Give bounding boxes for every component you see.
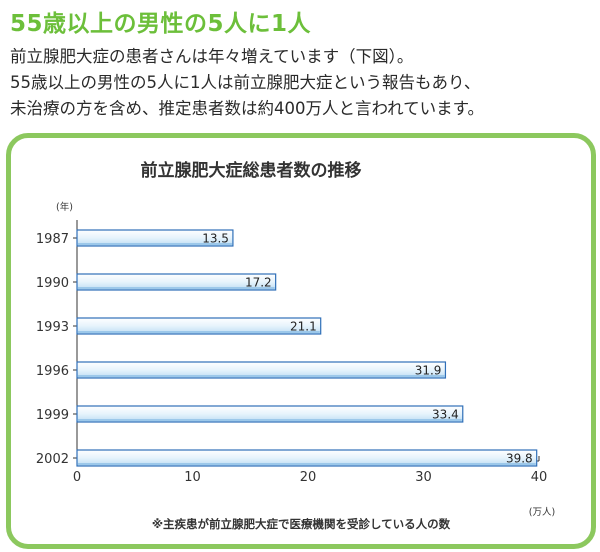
x-tick-label: 30 (415, 470, 432, 485)
bar-chart: 前立腺肥大症総患者数の推移 (年) (万人) ※主疾患が前立腺肥大症で医療機関を… (36, 160, 555, 531)
y-axis-unit-label: (年) (56, 201, 73, 213)
x-axis-unit-label: (万人) (529, 507, 555, 518)
intro-line-1: 前立腺肥大症の患者さんは年々増えています（下図）。 (10, 47, 414, 66)
chart-title: 前立腺肥大症総患者数の推移 (141, 160, 362, 181)
data-label: 21.1 (290, 320, 317, 334)
x-tick-label: 10 (184, 470, 201, 485)
bar (76, 317, 322, 335)
data-label: 31.9 (415, 364, 442, 378)
data-label: 33.4 (432, 408, 459, 422)
headline: 55歳以上の男性の5人に1人 (10, 11, 312, 37)
chart-panel: 前立腺肥大症総患者数の推移 (年) (万人) ※主疾患が前立腺肥大症で医療機関を… (6, 133, 596, 549)
bar (76, 361, 447, 379)
intro-line-3: 未治療の方を含め、推定患者数は約400万人と言われています。 (10, 99, 485, 118)
chart-footnote: ※主疾患が前立腺肥大症で医療機関を受診している人の数 (152, 517, 451, 531)
y-tick-label: 1993 (36, 320, 69, 335)
data-label: 39.8 (506, 452, 533, 466)
x-tick-label: 40 (531, 470, 548, 485)
bar (76, 273, 277, 291)
bar (76, 229, 234, 247)
intro-text: 前立腺肥大症の患者さんは年々増えています（下図）。 55歳以上の男性の5人に1人… (10, 44, 595, 122)
y-tick-label: 2002 (36, 452, 69, 467)
bar (76, 405, 464, 423)
y-tick-label: 1987 (36, 232, 69, 247)
y-tick-label: 1999 (36, 408, 69, 423)
data-label: 17.2 (245, 276, 272, 290)
x-tick-label: 20 (300, 470, 317, 485)
x-tick-label: 0 (73, 470, 81, 485)
bar (76, 449, 538, 467)
data-label: 13.5 (202, 232, 229, 246)
y-tick-label: 1990 (36, 276, 69, 291)
y-tick-label: 1996 (36, 364, 69, 379)
intro-line-2: 55歳以上の男性の5人に1人は前立腺肥大症という報告もあり、 (10, 73, 481, 92)
